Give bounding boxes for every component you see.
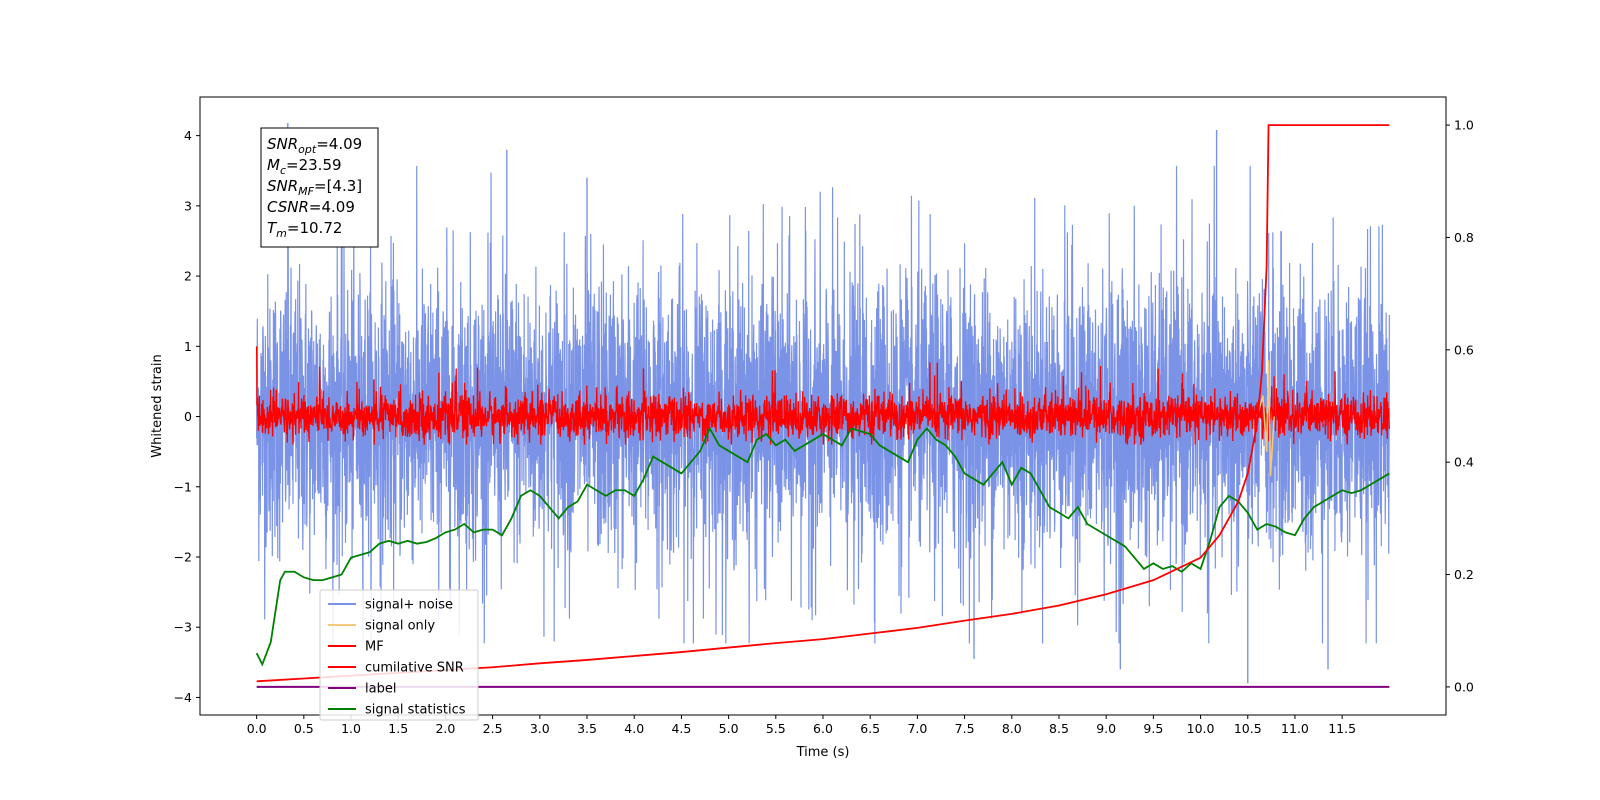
x-tick-label: 1.0 (341, 721, 361, 736)
x-tick-label: 8.5 (1049, 721, 1069, 736)
x-tick-label: 8.0 (1002, 721, 1022, 736)
annotation-line: Mc=23.59 (267, 156, 342, 177)
legend-label: signal statistics (365, 703, 466, 718)
x-tick-label: 3.0 (530, 721, 550, 736)
x-tick-label: 5.0 (719, 721, 739, 736)
series-signal-statistics (255, 426, 1390, 667)
y-right-tick-label: 0.4 (1454, 455, 1474, 470)
y-left-tick-label: 1 (184, 339, 192, 354)
annotation-line: SNRopt=4.09 (267, 135, 362, 156)
legend-label: label (365, 682, 396, 697)
y-left-tick-label: 3 (184, 198, 192, 213)
y-right-tick-label: 0.2 (1454, 567, 1474, 582)
x-axis-title: Time (s) (796, 745, 850, 760)
x-tick-label: 3.5 (577, 721, 597, 736)
y-right-tick-label: 0.6 (1454, 342, 1474, 357)
series-mf (255, 346, 1391, 445)
x-tick-label: 4.0 (624, 721, 644, 736)
plot-layer (255, 122, 1391, 688)
annotation-line: SNRMF=[4.3] (267, 177, 362, 198)
axes-layer: 0.0 0.5 1.0 1.5 2.0 2.5 3.0 3.5 4.0 4.5 5.0 5.5 6.0 6… (174, 118, 1474, 736)
legend: signal+ noise signal only MF cumilative SNR… (319, 589, 479, 721)
x-tick-label: 2.0 (435, 721, 455, 736)
y-left-tick-label: 0 (184, 409, 192, 424)
x-tick-label: 5.5 (766, 721, 786, 736)
y-right-tick-label: 0.8 (1454, 230, 1474, 245)
x-tick-label: 4.5 (671, 721, 691, 736)
y-left-tick-label: −2 (174, 549, 192, 564)
annotation-frame (260, 127, 379, 248)
y-right-tick-label: 0.0 (1454, 679, 1474, 694)
y-left-tick-label: 2 (184, 269, 192, 284)
x-tick-label: 0.0 (247, 721, 267, 736)
x-tick-label: 1.5 (388, 721, 408, 736)
x-tick-label: 10.0 (1187, 721, 1215, 736)
y-left-tick-label: −4 (174, 690, 192, 705)
y-left-tick-label: −1 (174, 479, 192, 494)
x-tick-label: 11.0 (1281, 721, 1309, 736)
series-signal-only (1256, 360, 1275, 477)
x-tick-label: 6.5 (860, 721, 880, 736)
y-left-tick-label: 4 (184, 128, 192, 143)
annotation-line: CSNR=4.09 (267, 198, 355, 216)
x-tick-label: 2.5 (483, 721, 503, 736)
legend-label: MF (365, 640, 384, 655)
y-right-tick-label: 1.0 (1454, 118, 1474, 133)
y-axis-title: Whitened strain (150, 354, 165, 457)
x-tick-label: 7.5 (955, 721, 975, 736)
x-tick-label: 9.5 (1143, 721, 1163, 736)
x-tick-label: 6.0 (813, 721, 833, 736)
x-tick-label: 10.5 (1234, 721, 1262, 736)
x-tick-label: 9.0 (1096, 721, 1116, 736)
x-tick-label: 11.5 (1328, 721, 1356, 736)
legend-label: signal only (365, 619, 435, 634)
series-cumulative-snr (256, 124, 1390, 683)
x-tick-label: 0.5 (294, 721, 314, 736)
legend-frame (319, 589, 479, 721)
legend-label: cumilative SNR (365, 661, 464, 676)
legend-label: signal+ noise (365, 598, 453, 613)
y-left-tick-label: −3 (174, 620, 192, 635)
x-tick-label: 7.0 (907, 721, 927, 736)
annotation-line: Tm=10.72 (267, 219, 342, 240)
